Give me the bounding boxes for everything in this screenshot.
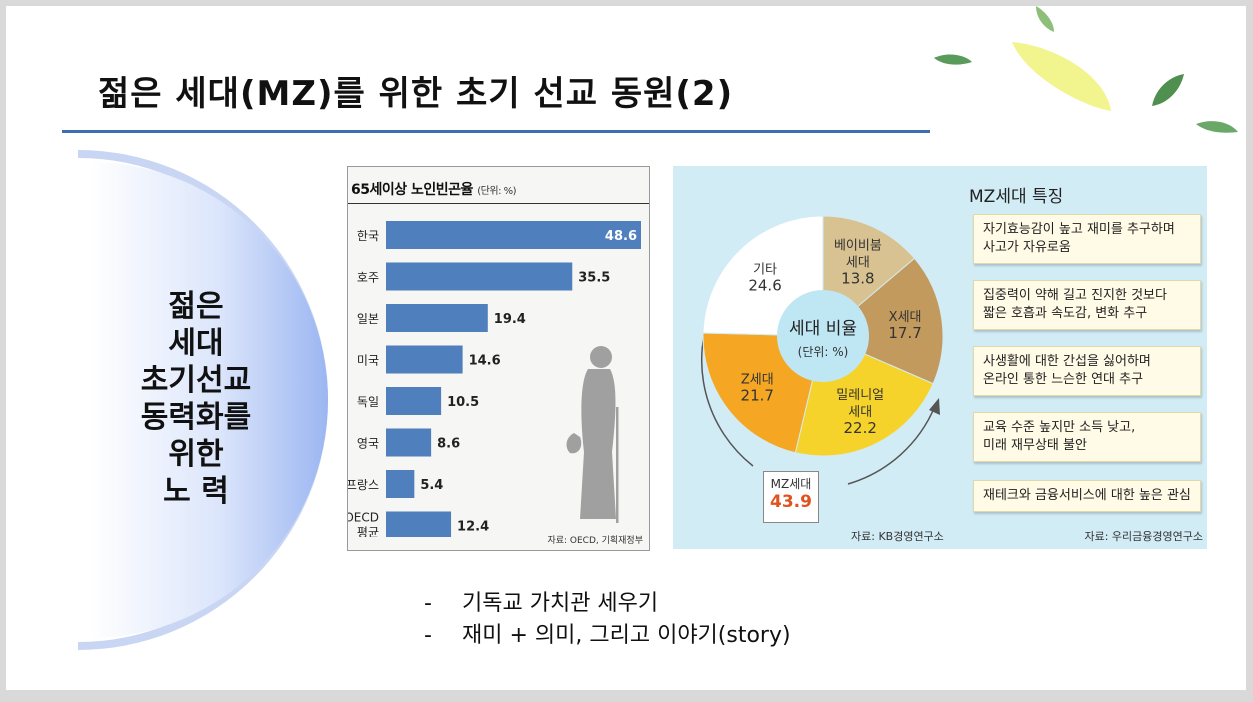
mz-total-box: MZ세대 43.9	[763, 471, 819, 523]
bar-chart-title: 65세이상 노인빈곤율 (단위: %)	[351, 179, 517, 199]
leaf-green-3	[1196, 121, 1238, 133]
bar-value-label: 48.6	[605, 229, 637, 244]
left-heading-line: 젊은	[168, 289, 224, 324]
feature-line: 짧은 호흡과 속도감, 변화 추구	[983, 306, 1148, 321]
feature-line: 교육 수준 높지만 소득 낮고,	[983, 420, 1136, 435]
bar	[386, 304, 488, 332]
left-heading-line: 세대	[168, 326, 224, 361]
bar-category-label: 호주	[357, 271, 379, 285]
leaf-green-1	[934, 54, 972, 65]
feature-line: 미래 재무상태 불안	[983, 438, 1087, 453]
bar-value-label: 19.4	[494, 312, 526, 327]
bullet-list: - 기독교 가치관 세우기 - 재미 + 의미, 그리고 이야기(story)	[424, 588, 791, 652]
features-title: MZ세대 특징	[969, 187, 1064, 207]
bar	[386, 345, 463, 374]
bar-value-label: 5.4	[420, 478, 443, 493]
title-underline	[62, 130, 930, 133]
pie-center-unit: (단위: %)	[798, 345, 849, 359]
poverty-bar-chart: 65세이상 노인빈곤율 (단위: %) 한국 48.6 호주 35.5 일본 19.4 미국…	[347, 166, 650, 551]
pie-value-label: 22.2	[844, 419, 877, 437]
bar-category-label: 미국	[357, 354, 379, 368]
pie-category-label: Z세대	[741, 373, 774, 388]
slide: 젊은 세대(MZ)를 위한 초기 선교 동원(2) 젊은 세대 초기선교 동력화…	[6, 6, 1246, 690]
pie-value-label: 24.6	[748, 277, 781, 295]
leaf-green-2	[1152, 74, 1184, 106]
arc-decoration	[78, 150, 328, 650]
bullet-text: 기독교 가치관 세우기	[462, 591, 659, 616]
bar-chart-plot: 한국 48.6 호주 35.5 일본 19.4 미국 14.6 독일 10.5 영국 8.6 프랑스 5.…	[348, 221, 641, 538]
feature-line: 자기효능감이 높고 재미를 추구하며	[983, 222, 1175, 237]
pie-value-label: 21.7	[741, 387, 774, 405]
left-heading-line: 초기선교	[140, 363, 252, 398]
bar-value-label: 12.4	[457, 520, 489, 535]
bar-category-label: OECD	[348, 511, 379, 525]
leaf-green-4	[1036, 6, 1054, 32]
pie-slice	[822, 257, 944, 385]
bullet-dash: -	[424, 623, 432, 648]
pie-chart-source: 자료: KB경영연구소	[851, 530, 944, 543]
bar-category-label: 평균	[357, 526, 379, 538]
mz-total-value: 43.9	[770, 492, 812, 512]
bar-value-label: 35.5	[578, 271, 610, 286]
bar-category-label: 프랑스	[348, 478, 379, 492]
bar	[386, 221, 641, 249]
bar	[386, 470, 415, 498]
left-heading-line: 노 력	[163, 474, 229, 509]
feature-card: 집중력이 약해 길고 진지한 것보다 짧은 호흡과 속도감, 변화 추구	[973, 280, 1201, 330]
pie-category-label: 베이비붐	[834, 239, 882, 254]
mz-total-label: MZ세대	[770, 477, 812, 491]
mz-arrow-right-head	[929, 398, 940, 415]
page-title: 젊은 세대(MZ)를 위한 초기 선교 동원(2)	[98, 74, 734, 114]
generation-pie-chart: 베이비붐세대13.8X세대17.7밀레니얼세대22.2Z세대21.7기타24.6…	[700, 215, 944, 485]
bullet-item: - 재미 + 의미, 그리고 이야기(story)	[424, 620, 791, 652]
mz-panel: 베이비붐 세대 13.8 X세대 17.7 밀레니얼 세대 22.2 Z세대 21.7 기타 24.6…	[673, 166, 1207, 549]
feature-card: 사생활에 대한 간섭을 싫어하며 온라인 통한 느슨한 연대 추구	[973, 346, 1201, 396]
bullet-dash: -	[424, 591, 432, 616]
feature-line: 재테크와 금융서비스에 대한 높은 관심	[983, 488, 1191, 503]
pie-value-label: 17.7	[888, 324, 921, 342]
bar-value-label: 14.6	[469, 354, 501, 369]
left-heading-line: 위한	[168, 437, 224, 472]
bar	[386, 387, 442, 415]
bar-chart-unit: (단위: %)	[477, 186, 517, 197]
bar	[386, 262, 573, 291]
bar	[386, 511, 452, 537]
feature-card: 교육 수준 높지만 소득 낮고, 미래 재무상태 불안	[973, 412, 1201, 462]
feature-card: 재테크와 금융서비스에 대한 높은 관심	[973, 480, 1201, 512]
features-source: 자료: 우리금융경영연구소	[1084, 530, 1203, 543]
bar-value-label: 10.5	[447, 395, 479, 410]
feature-line: 집중력이 약해 길고 진지한 것보다	[983, 288, 1167, 303]
pie-category-label: 세대	[848, 405, 872, 420]
bar-value-label: 8.6	[437, 437, 460, 452]
bar-category-label: 독일	[357, 395, 379, 409]
feature-line: 온라인 통한 느슨한 연대 추구	[983, 372, 1144, 387]
pie-value-label: 13.8	[841, 270, 874, 288]
bar-chart-title-rule	[348, 203, 649, 204]
leaf-yellow	[1012, 42, 1111, 111]
bullet-item: - 기독교 가치관 세우기	[424, 588, 791, 620]
pie-category-label: X세대	[889, 310, 922, 325]
bar-chart-source: 자료: OECD, 기획재정부	[547, 536, 643, 546]
mz-arc-right	[847, 405, 936, 485]
pie-category-label: 밀레니얼	[836, 388, 884, 403]
bar-category-label: 일본	[357, 312, 379, 326]
pie-center-title: 세대 비율	[789, 319, 857, 339]
pie-category-label: 기타	[753, 263, 777, 278]
bullet-text: 재미 + 의미, 그리고 이야기(story)	[462, 623, 791, 648]
left-heading: 젊은 세대 초기선교 동력화를 위한 노 력	[106, 288, 286, 510]
pie-category-label: 세대	[846, 256, 870, 271]
pie-center	[777, 290, 869, 382]
feature-line: 사고가 자유로움	[983, 240, 1071, 255]
feature-card: 자기효능감이 높고 재미를 추구하며 사고가 자유로움	[973, 214, 1201, 264]
bar-category-label: 영국	[357, 437, 379, 451]
left-heading-line: 동력화를	[140, 400, 252, 435]
leaf-decoration	[934, 6, 1238, 133]
bar	[386, 428, 432, 457]
feature-line: 사생활에 대한 간섭을 싫어하며	[983, 354, 1151, 369]
bar-chart-title-text: 65세이상 노인빈곤율	[351, 182, 473, 198]
elderly-silhouette-icon	[566, 346, 619, 523]
bar-category-label: 한국	[357, 229, 379, 243]
